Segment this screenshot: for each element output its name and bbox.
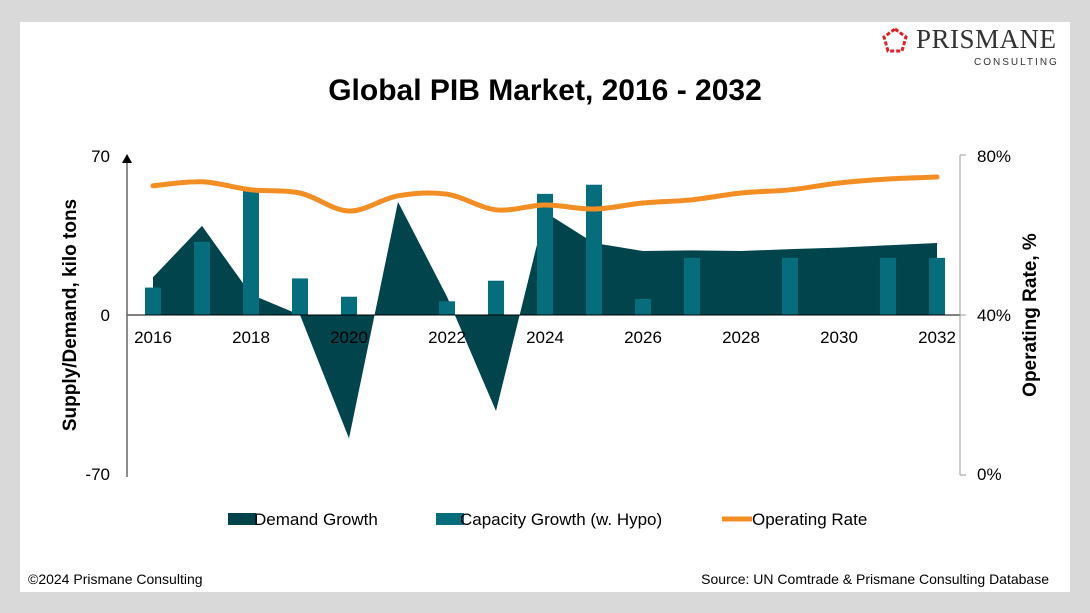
legend-label-operating: Operating Rate (752, 510, 867, 529)
x-tick-2020: 2020 (330, 328, 368, 347)
copyright: ©2024 Prismane Consulting (28, 571, 203, 587)
y-tick-0: 0 (101, 306, 110, 325)
capacity-bar-2017 (194, 241, 210, 315)
capacity-bar-2032 (929, 257, 945, 315)
x-tick-2022: 2022 (428, 328, 466, 347)
capacity-bar-2023 (488, 280, 504, 315)
legend-swatch-demand (228, 513, 256, 525)
logo-sub: CONSULTING (974, 57, 1059, 68)
x-tick-2028: 2028 (722, 328, 760, 347)
x-tick-2030: 2030 (820, 328, 858, 347)
x-tick-2032: 2032 (918, 328, 956, 347)
legend: Demand Growth Capacity Growth (w. Hypo) … (228, 510, 867, 529)
capacity-bar-2016 (145, 287, 161, 315)
prismane-logo: PRISMANE CONSULTING (880, 24, 1070, 74)
capacity-bar-2024 (537, 193, 553, 315)
capacity-bar-2020 (341, 296, 357, 315)
capacity-bar-2031 (880, 257, 896, 315)
y2-tick-40: 40% (977, 306, 1011, 325)
capacity-bar-2026 (635, 299, 651, 315)
capacity-bar-2022 (439, 301, 455, 315)
demand-growth-area (153, 201, 937, 439)
x-tick-2026: 2026 (624, 328, 662, 347)
y-tick-70: 70 (91, 147, 110, 166)
logo-mark-icon (882, 27, 908, 53)
legend-label-capacity: Capacity Growth (w. Hypo) (460, 510, 662, 529)
x-tick-2024: 2024 (526, 328, 564, 347)
capacity-bar-2025 (586, 184, 602, 315)
chart: Global PIB Market, 2016 - 2032 70 0 -70 … (60, 74, 1041, 529)
capacity-bar-2029 (782, 257, 798, 315)
y-axis-arrow-icon (122, 154, 132, 163)
capacity-bar-2027 (684, 257, 700, 315)
y-axis-label: Supply/Demand, kilo tons (60, 199, 81, 431)
y-tick-minus70: -70 (85, 465, 110, 484)
chart-title: Global PIB Market, 2016 - 2032 (328, 74, 762, 107)
y2-tick-80: 80% (977, 147, 1011, 166)
capacity-bar-2019 (292, 278, 308, 315)
x-tick-2016: 2016 (134, 328, 172, 347)
source-note: Source: UN Comtrade & Prismane Consultin… (701, 571, 1049, 587)
x-tick-2018: 2018 (232, 328, 270, 347)
y2-tick-0: 0% (977, 465, 1002, 484)
capacity-bar-2018 (243, 189, 259, 315)
logo-name: PRISMANE (916, 24, 1057, 54)
y2-axis-label: Operating Rate, % (1020, 233, 1041, 397)
legend-label-demand: Demand Growth (254, 510, 378, 529)
legend-swatch-capacity (436, 513, 464, 525)
chart-panel: Global PIB Market, 2016 - 2032 70 0 -70 … (20, 22, 1070, 592)
operating-rate-line (150, 174, 940, 214)
